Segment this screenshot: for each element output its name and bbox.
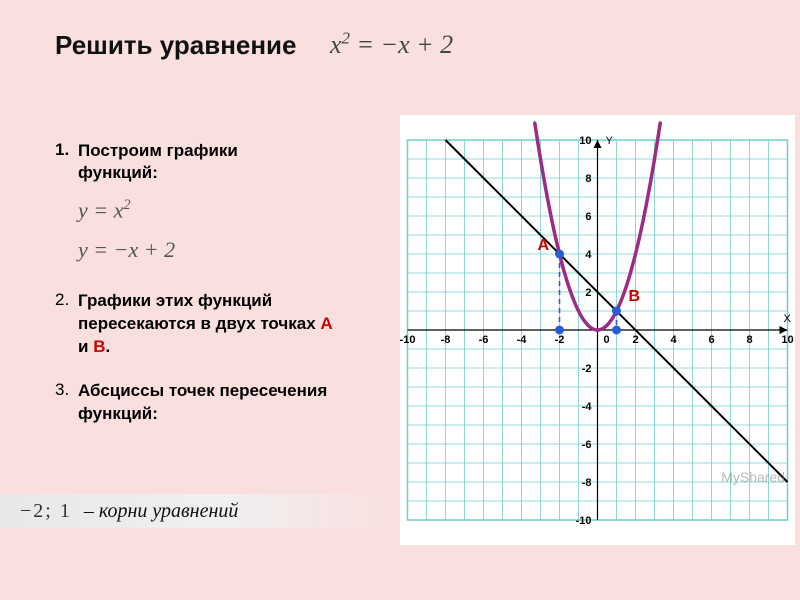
- roots-values: −2; 1: [20, 500, 72, 523]
- svg-text:В: В: [629, 288, 641, 305]
- watermark: MyShared: [721, 469, 785, 485]
- svg-text:10: 10: [579, 135, 591, 147]
- point-a-ref: А: [320, 314, 332, 333]
- svg-text:0: 0: [604, 334, 610, 346]
- svg-text:-2: -2: [582, 363, 592, 375]
- svg-text:-2: -2: [555, 334, 565, 346]
- step1-number: 1.: [55, 140, 69, 160]
- svg-text:8: 8: [585, 173, 591, 185]
- svg-text:10: 10: [781, 334, 793, 346]
- svg-text:2: 2: [585, 287, 591, 299]
- svg-text:4: 4: [585, 249, 592, 261]
- svg-text:-4: -4: [582, 401, 593, 413]
- step1-text: Построим графики функций:: [78, 140, 308, 184]
- svg-text:-8: -8: [582, 477, 592, 489]
- svg-text:-10: -10: [400, 334, 415, 346]
- step3-text: Абсциссы точек пересечения функций:: [78, 380, 338, 426]
- svg-text:4: 4: [670, 334, 677, 346]
- svg-text:-8: -8: [441, 334, 451, 346]
- svg-text:6: 6: [585, 211, 591, 223]
- svg-text:8: 8: [746, 334, 752, 346]
- roots-bar: −2; 1 – корни уравнений: [0, 494, 400, 528]
- roots-label: – корни уравнений: [84, 500, 239, 523]
- svg-text:А: А: [538, 237, 550, 254]
- step2-pre: Графики этих функций пересекаются в двух…: [78, 291, 320, 333]
- svg-text:-6: -6: [582, 439, 592, 451]
- page-title: Решить уравнение: [55, 30, 297, 61]
- svg-text:6: 6: [708, 334, 714, 346]
- svg-text:2: 2: [632, 334, 638, 346]
- svg-text:X: X: [784, 313, 792, 325]
- step3-number: 3.: [55, 380, 69, 400]
- equation-y1: y = x2: [78, 197, 131, 223]
- main-equation: x2 = −x + 2: [330, 28, 453, 60]
- svg-text:Y: Y: [606, 135, 614, 147]
- step2-and: и: [78, 337, 93, 356]
- step2-text: Графики этих функций пересекаются в двух…: [78, 290, 338, 359]
- equation-text: x2 = −x + 2: [330, 30, 453, 59]
- equation-y2: y = −x + 2: [78, 237, 175, 263]
- svg-text:-10: -10: [576, 515, 592, 527]
- svg-text:-4: -4: [517, 334, 528, 346]
- step2-after: .: [105, 337, 110, 356]
- step2-number: 2.: [55, 290, 69, 310]
- svg-text:-6: -6: [479, 334, 489, 346]
- chart-container: -10-8-6-4-2246810-10-8-6-4-22468100XYАВ …: [400, 115, 795, 545]
- point-b-ref: В: [93, 337, 105, 356]
